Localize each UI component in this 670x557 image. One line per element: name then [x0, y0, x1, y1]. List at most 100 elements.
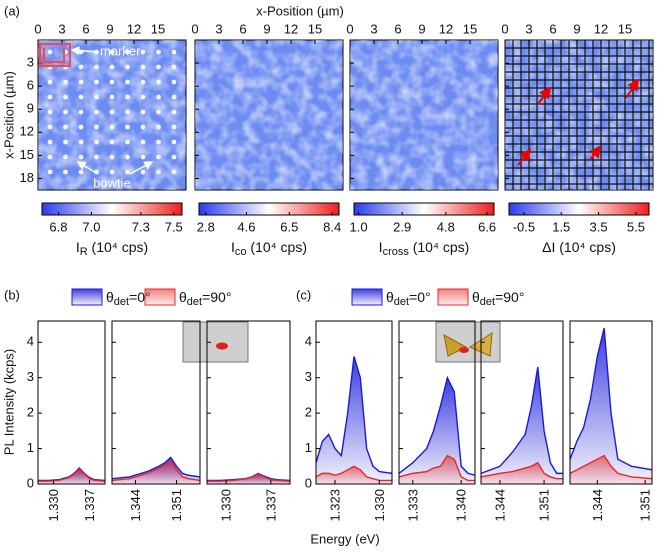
- line: [398, 454, 475, 482]
- annotation: bowtie: [93, 175, 131, 190]
- spot: [171, 49, 177, 55]
- x-tick-label: 15: [618, 21, 632, 36]
- annotation: marker: [100, 43, 141, 58]
- colorbar-tick-label: 8.4: [323, 219, 341, 234]
- spot: [109, 124, 115, 130]
- unit: (10⁴ cps): [409, 239, 469, 255]
- spot: [94, 154, 99, 160]
- x-tick-label: 1.337: [263, 489, 278, 522]
- arrow: [70, 46, 99, 56]
- y-tick-label: 12: [20, 124, 34, 139]
- y-tick-label: 18: [20, 170, 34, 185]
- x-tick-label: 0: [501, 21, 508, 36]
- unit: (10⁴ cps): [555, 239, 615, 255]
- line: [111, 460, 201, 482]
- spot: [109, 94, 115, 100]
- x-tick-label: 1.351: [169, 489, 184, 522]
- heatmap-texture: [505, 40, 653, 190]
- subscript: co: [235, 246, 247, 258]
- symbol: I: [231, 239, 235, 255]
- y-tick-label: 4: [27, 334, 34, 349]
- colorbar: [508, 202, 650, 216]
- frame: [206, 320, 291, 485]
- unit: =90°: [202, 289, 231, 305]
- spot: [47, 79, 53, 85]
- spot: [125, 139, 130, 145]
- legend-swatch: [437, 288, 469, 306]
- colorbar-tick-label: 6.6: [478, 219, 496, 234]
- label: ΔI (10⁴ cps): [542, 239, 616, 255]
- x-tick-label: 1.333: [405, 489, 420, 522]
- x-tick-label: 9: [418, 21, 425, 36]
- x-tick-label: 9: [263, 21, 270, 36]
- symbol: θ: [106, 289, 114, 305]
- x-tick-label: 1.330: [219, 489, 234, 522]
- x-tick-label: 15: [151, 21, 165, 36]
- area: [399, 455, 475, 484]
- label: θdet=90°: [179, 289, 231, 308]
- x-tick-label: 1.323: [327, 489, 342, 522]
- x-tick-label: 3: [58, 21, 65, 36]
- spot: [125, 64, 130, 70]
- colorbar: [41, 202, 183, 216]
- inset: [182, 321, 501, 363]
- y-label: PL Intensity (kcps): [1, 349, 16, 455]
- x-tick-label: 1.330: [46, 489, 61, 522]
- colorbar-tick-label: 5.5: [627, 219, 645, 234]
- y-tick-label: 3: [305, 369, 312, 384]
- subscript: cross: [383, 246, 410, 258]
- colorbar-tick-label: -0.5: [513, 219, 535, 234]
- colorbar-tick-label: 1.5: [552, 219, 570, 234]
- spot: [171, 79, 177, 85]
- y-tick-label: 2: [27, 405, 34, 420]
- frame: [398, 320, 476, 485]
- spot: [78, 169, 84, 175]
- heatmap-texture: [350, 40, 498, 190]
- spot: [140, 124, 146, 130]
- colorbar-tick-label: 2.8: [197, 219, 215, 234]
- colorbar-tick-label: 1.0: [350, 219, 368, 234]
- x-tick-label: 1.344: [590, 489, 605, 522]
- y-tick-label: 3: [27, 55, 34, 70]
- symbol: θ: [386, 289, 394, 305]
- y-tick-label: 3: [27, 369, 34, 384]
- x-tick-label: 1.337: [82, 489, 97, 522]
- spot: [156, 154, 161, 160]
- spot: [125, 94, 130, 100]
- area: [316, 356, 392, 484]
- x-tick-label: 12: [594, 21, 608, 36]
- line: [569, 454, 653, 480]
- area: [481, 367, 563, 484]
- subscript: det: [394, 296, 409, 308]
- spot: [140, 109, 146, 115]
- symbol: ΔI: [542, 239, 555, 255]
- spot: [63, 109, 68, 115]
- x-tick-label: 15: [463, 21, 477, 36]
- arrow: [76, 161, 99, 175]
- spot: [171, 94, 177, 100]
- spot: [78, 94, 84, 100]
- spot: [171, 169, 177, 175]
- x-tick-label: 6: [239, 21, 246, 36]
- spot: [109, 109, 115, 115]
- spot: [94, 109, 99, 115]
- frame: [37, 320, 106, 485]
- arrow: [589, 145, 602, 161]
- spot: [47, 169, 53, 175]
- spot: [78, 154, 84, 160]
- spot: [94, 124, 99, 130]
- spot: [94, 64, 99, 70]
- symbol: θ: [472, 289, 480, 305]
- frame: [480, 320, 564, 485]
- spot: [140, 79, 146, 85]
- spot: [78, 79, 84, 85]
- spot: [156, 94, 161, 100]
- y-tick-label: 4: [305, 334, 312, 349]
- spot: [63, 154, 68, 160]
- x-label: Energy (eV): [310, 531, 379, 546]
- unit: =90°: [495, 289, 524, 305]
- colorbar-tick-label: 4.6: [237, 219, 255, 234]
- panel-label: (b): [4, 287, 20, 302]
- line: [480, 461, 563, 480]
